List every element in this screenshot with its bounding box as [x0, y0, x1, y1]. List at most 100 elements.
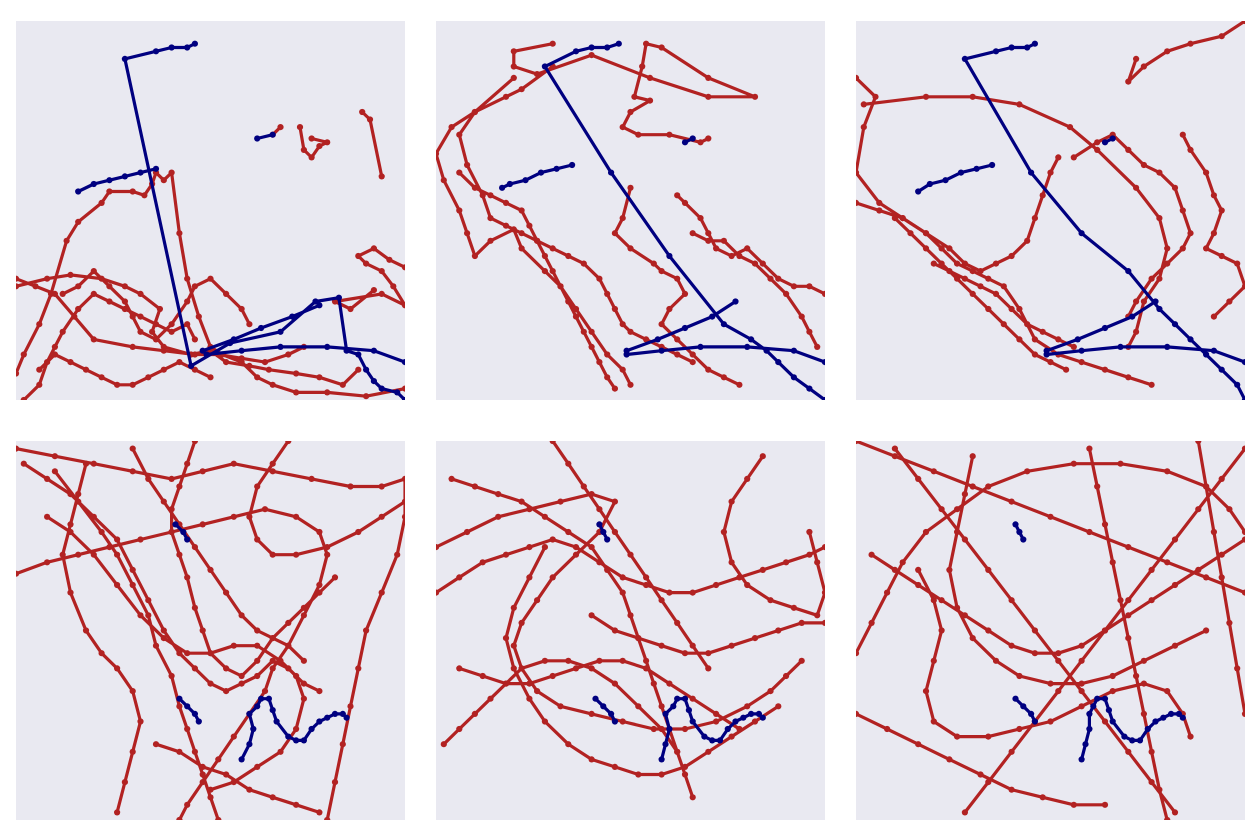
red-trajectory — [436, 536, 825, 596]
trajectory-point — [790, 347, 797, 354]
red-trajectory — [1086, 445, 1171, 820]
trajectory-point — [728, 559, 735, 566]
trajectory-point — [1125, 612, 1132, 619]
trajectory-point — [191, 283, 198, 290]
trajectory-point — [502, 680, 510, 687]
trajectory-point — [627, 245, 634, 252]
trajectory-point — [316, 143, 323, 150]
trajectory-point — [705, 230, 712, 237]
trajectory-point — [401, 475, 405, 482]
trajectory-point — [868, 619, 875, 626]
trajectory-point — [553, 165, 560, 172]
trajectory-point — [709, 313, 716, 320]
trajectory-point — [67, 589, 74, 596]
trajectory-point — [938, 245, 945, 252]
trajectory-point — [67, 491, 74, 498]
trajectory-point — [188, 362, 195, 369]
trajectory-point — [448, 124, 455, 131]
trajectory-point — [168, 321, 175, 328]
trajectory-point — [860, 101, 867, 108]
trajectory-point — [588, 756, 595, 763]
trajectory-point — [273, 718, 280, 725]
trajectory-point — [643, 574, 650, 581]
trajectory-point — [775, 703, 782, 710]
trajectory-point — [604, 374, 611, 381]
trajectory-point — [1210, 192, 1217, 199]
trajectory-point — [1152, 298, 1159, 305]
trajectory-point — [370, 287, 377, 294]
red-trajectory — [331, 245, 405, 313]
trajectory-point — [961, 491, 968, 498]
trajectory-point — [1070, 343, 1077, 350]
trajectory-point — [565, 528, 572, 536]
trajectory-point — [464, 230, 471, 237]
trajectory-point — [534, 688, 541, 695]
trajectory-point — [114, 809, 121, 816]
trajectory-point — [744, 343, 751, 350]
trajectory-point — [285, 441, 292, 445]
trajectory-point — [1109, 672, 1116, 680]
trajectory-point — [44, 275, 51, 282]
trajectory-point — [1117, 460, 1124, 467]
trajectory-point — [1016, 305, 1023, 313]
trajectory-point — [1125, 268, 1132, 275]
trajectory-point — [1070, 460, 1077, 467]
trajectory-point — [588, 343, 595, 350]
trajectory-point — [230, 460, 237, 467]
trajectory-point — [363, 627, 370, 634]
trajectory-point — [20, 460, 27, 467]
trajectory-point — [681, 763, 689, 770]
trajectory-point — [1140, 63, 1147, 70]
trajectory-point — [238, 347, 245, 354]
trajectory-point — [152, 642, 160, 649]
trajectory-point — [300, 657, 307, 664]
trajectory-point — [1133, 672, 1140, 680]
trajectory-point — [137, 536, 144, 543]
trajectory-point — [129, 188, 136, 195]
trajectory-point — [230, 513, 237, 520]
trajectory-point — [518, 86, 525, 93]
trajectory-point — [44, 513, 51, 520]
trajectory-point — [1164, 245, 1171, 252]
trajectory-point — [1078, 703, 1085, 710]
trajectory-point — [394, 389, 401, 396]
trajectory-point — [1210, 528, 1217, 536]
trajectory-point — [1203, 351, 1210, 358]
blue-trajectory — [541, 40, 825, 400]
trajectory-point — [1187, 230, 1194, 237]
trajectory-point — [868, 551, 875, 558]
trajectory-point — [646, 74, 654, 81]
trajectory-point — [152, 336, 160, 343]
trajectory-point — [308, 154, 315, 161]
trajectory-point — [759, 714, 766, 721]
trajectory-point — [223, 290, 230, 297]
trajectory-plot — [16, 21, 405, 400]
trajectory-point — [985, 733, 992, 740]
trajectory-point — [261, 688, 269, 695]
trajectory-point — [401, 264, 405, 271]
trajectory-point — [67, 521, 74, 528]
trajectory-point — [798, 313, 805, 320]
trajectory-point — [191, 604, 198, 611]
trajectory-point — [1101, 139, 1109, 146]
trajectory-point — [238, 612, 245, 619]
trajectory-point — [1047, 169, 1054, 176]
trajectory-point — [471, 710, 478, 717]
trajectory-point — [961, 55, 968, 63]
trajectory-point — [1175, 710, 1182, 717]
trajectory-point — [930, 718, 937, 725]
trajectory-point — [331, 710, 339, 717]
trajectory-point — [199, 627, 206, 634]
trajectory-point — [1008, 252, 1015, 260]
trajectory-point — [915, 475, 922, 482]
trajectory-point — [1171, 536, 1179, 543]
trajectory-point — [720, 321, 727, 328]
trajectory-point — [884, 589, 891, 596]
trajectory-point — [59, 328, 66, 335]
trajectory-point — [713, 245, 720, 252]
trajectory-point — [689, 230, 696, 237]
blue-trajectory — [254, 131, 276, 142]
trajectory-point — [915, 188, 922, 195]
trajectory-point — [366, 116, 374, 123]
blue-trajectory — [172, 521, 191, 543]
